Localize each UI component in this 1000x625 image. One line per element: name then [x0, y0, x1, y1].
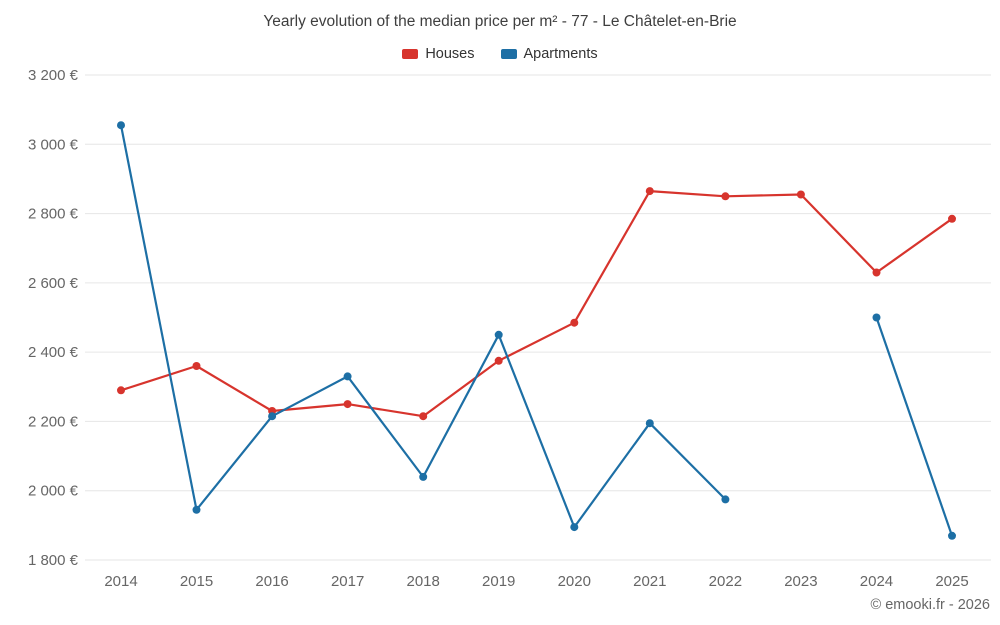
- apartments-series-swatch: [500, 49, 517, 59]
- data-point[interactable]: [721, 192, 730, 201]
- series-apartments[interactable]: [117, 121, 956, 540]
- x-tick-label: 2015: [180, 573, 213, 590]
- credit: © emooki.fr - 2026: [870, 597, 990, 613]
- data-point[interactable]: [419, 472, 428, 481]
- data-point[interactable]: [645, 187, 654, 196]
- data-point[interactable]: [343, 372, 352, 381]
- series-houses[interactable]: [117, 187, 956, 421]
- data-point[interactable]: [494, 356, 503, 365]
- data-point[interactable]: [192, 362, 201, 370]
- y-tick-label: 2 000 €: [28, 483, 79, 500]
- x-axis-labels: 2014 2015 2016 2017 2018 2019 2020 2021 2022 2023…: [104, 573, 968, 590]
- x-tick-label: 2025: [935, 573, 968, 590]
- y-tick-label: 2 400 €: [28, 344, 79, 361]
- x-tick-label: 2017: [331, 573, 364, 590]
- data-point[interactable]: [570, 318, 579, 327]
- x-tick-label: 2022: [709, 573, 742, 590]
- data-point[interactable]: [117, 121, 125, 130]
- data-point[interactable]: [721, 495, 730, 504]
- legend-item-houses[interactable]: Houses: [402, 46, 475, 62]
- data-point[interactable]: [872, 313, 881, 322]
- data-point[interactable]: [570, 523, 579, 532]
- x-tick-label: 2016: [255, 573, 288, 590]
- x-tick-label: 2018: [406, 573, 439, 590]
- y-tick-label: 1 800 €: [28, 552, 79, 569]
- apartments-legend-label: Apartments: [523, 46, 598, 62]
- data-point[interactable]: [419, 412, 428, 421]
- data-point[interactable]: [948, 531, 956, 540]
- data-point[interactable]: [343, 400, 352, 409]
- data-point[interactable]: [645, 419, 654, 428]
- x-tick-label: 2021: [633, 573, 666, 590]
- x-tick-label: 2020: [558, 573, 591, 590]
- grid-lines: [85, 74, 991, 561]
- legend: Houses Apartments: [0, 46, 1000, 62]
- series-line: [119, 124, 727, 529]
- data-point[interactable]: [268, 412, 277, 421]
- data-point[interactable]: [872, 268, 881, 277]
- x-tick-label: 2024: [860, 573, 893, 590]
- houses-legend-label: Houses: [425, 46, 475, 62]
- y-axis-labels: 1 800 € 2 000 € 2 200 € 2 400 € 2 600 € 2 800…: [28, 67, 79, 569]
- data-point[interactable]: [948, 214, 956, 223]
- x-tick-label: 2023: [784, 573, 817, 590]
- data-point[interactable]: [494, 330, 503, 339]
- x-tick-label: 2014: [104, 573, 137, 590]
- legend-item-apartments[interactable]: Apartments: [500, 46, 598, 62]
- houses-series-swatch: [402, 49, 419, 59]
- y-tick-label: 3 200 €: [28, 67, 79, 84]
- y-tick-label: 2 600 €: [28, 275, 79, 292]
- data-point[interactable]: [117, 386, 125, 395]
- data-point[interactable]: [796, 190, 805, 199]
- y-tick-label: 2 200 €: [28, 413, 79, 430]
- data-point[interactable]: [192, 505, 201, 514]
- y-tick-label: 2 800 €: [28, 206, 79, 223]
- chart-title: Yearly evolution of the median price per…: [263, 13, 737, 30]
- x-tick-label: 2019: [482, 573, 515, 590]
- series-line: [875, 317, 954, 537]
- y-tick-label: 3 000 €: [28, 136, 79, 153]
- series-line: [120, 190, 953, 418]
